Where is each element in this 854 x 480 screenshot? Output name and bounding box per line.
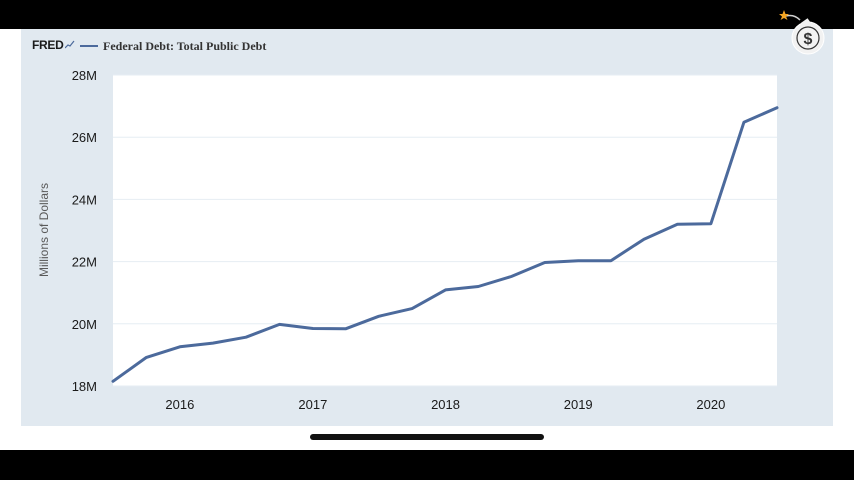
- fred-logo-chart-icon: [65, 40, 75, 49]
- fred-logo: FRED: [32, 38, 64, 52]
- legend-label: Federal Debt: Total Public Debt: [103, 38, 267, 53]
- y-tick-label: 28M: [72, 68, 97, 83]
- x-tick-label: 2019: [564, 397, 593, 412]
- y-axis-title: Millions of Dollars: [37, 182, 51, 278]
- series-line: [111, 106, 779, 383]
- svg-text:$: $: [804, 31, 813, 48]
- y-tick-label: 20M: [72, 317, 97, 332]
- y-tick-label: 18M: [72, 379, 97, 394]
- x-tick-label: 2016: [165, 397, 194, 412]
- home-indicator-bar: [310, 434, 544, 440]
- plot-area: [113, 75, 777, 386]
- dollar-bomb-icon: $: [779, 10, 825, 55]
- chart-legend: Federal Debt: Total Public Debt: [80, 38, 266, 54]
- x-tick-label: 2018: [431, 397, 460, 412]
- legend-swatch: [80, 45, 98, 47]
- y-tick-label: 26M: [72, 130, 97, 145]
- y-tick-label: 24M: [72, 192, 97, 207]
- x-tick-label: 2020: [696, 397, 725, 412]
- x-tick-label: 2017: [298, 397, 327, 412]
- y-tick-label: 22M: [72, 255, 97, 270]
